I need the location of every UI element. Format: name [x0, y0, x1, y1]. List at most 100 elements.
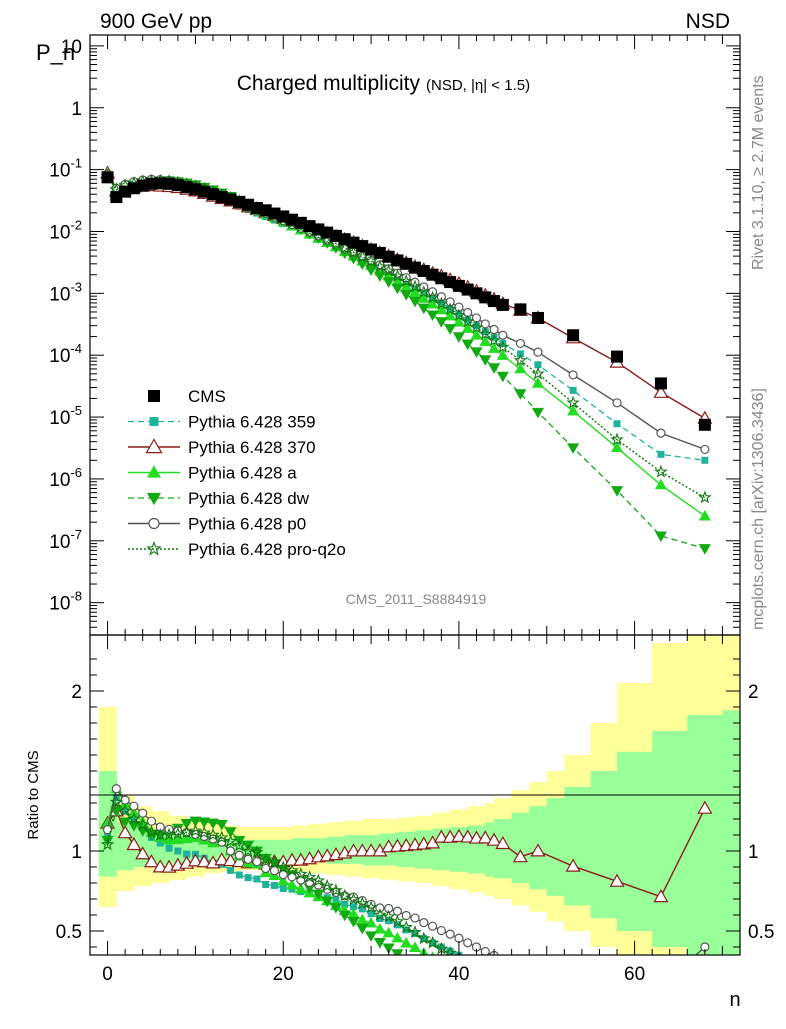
main-point-p359-51	[701, 456, 709, 464]
ratio-point-proq2o-18	[258, 852, 273, 866]
main-ytick-label: 10-3	[49, 279, 82, 305]
main-point-p0-50	[656, 428, 666, 438]
main-point-dw-31	[373, 271, 386, 282]
main-point-dw-36	[417, 303, 430, 315]
legend-marker-proq2o	[146, 540, 162, 556]
main-point-a-51	[698, 509, 711, 521]
axes-ticks: 10 1 10-1 10-2 10-3 10-4 10-5 10-6 10-7 10-8 0 20 40…	[49, 35, 774, 985]
ratio-point-p359-42	[473, 960, 479, 966]
main-point-p0-48	[568, 370, 578, 380]
main-point-proq2o-46	[513, 353, 528, 367]
ratio-point-p359-7	[165, 844, 173, 852]
ratio-ytick-label-right: 0.5	[748, 922, 774, 943]
ratio-point-dw-28	[347, 916, 360, 928]
ratio-point-p359-35	[411, 929, 419, 937]
ratio-point-dw-47	[533, 1002, 543, 1011]
cms-point-47	[531, 311, 544, 324]
legend-label-p359: Pythia 6.428 359	[188, 413, 316, 432]
ratio-point-proq2o-14	[223, 834, 238, 848]
ratio-point-proq2o-35	[408, 925, 422, 938]
main-point-p0-46	[515, 338, 526, 349]
ratio-point-proq2o-15	[232, 838, 247, 852]
ratio-band-green-bin-24	[511, 812, 530, 883]
main-point-proq2o-47	[531, 366, 545, 380]
ratio-point-p359-51	[702, 965, 708, 971]
ratio-point-p370-3	[126, 836, 142, 851]
ratio-point-proq2o-22	[294, 867, 308, 880]
main-point-a-36	[417, 292, 430, 303]
main-point-dw-49	[610, 486, 624, 497]
ratio-point-p359-19	[270, 881, 278, 889]
ratio-point-dw-13	[215, 819, 228, 831]
ratio-point-proq2o-16	[241, 843, 255, 857]
ratio-point-dw-44	[489, 994, 499, 1003]
ratio-point-proq2o-1	[109, 795, 124, 808]
ratio-band-green-bin-28	[590, 771, 618, 919]
main-point-proq2o-31	[373, 259, 387, 273]
main-point-a-45	[496, 349, 509, 360]
ratio-point-dw-50	[656, 1007, 666, 1016]
main-point-proq2o-39	[443, 302, 457, 316]
ratio-point-a-49	[612, 1001, 622, 1010]
ratio-point-dw-35	[410, 961, 420, 970]
ratio-point-p0-20	[278, 870, 288, 880]
main-point-p0-44	[489, 324, 499, 335]
ratio-point-dw-32	[382, 943, 395, 955]
main-point-p359-49	[613, 420, 621, 428]
cms-point-51	[698, 418, 711, 431]
x-tick-label: 40	[448, 964, 469, 985]
ratio-point-dw-37	[428, 971, 438, 980]
ratio-point-proq2o-21	[285, 863, 299, 877]
ratio-point-p0-49	[613, 978, 621, 986]
ratio-point-p370-40	[451, 828, 467, 842]
legend-label-cms: CMS	[188, 387, 226, 406]
ratio-point-proq2o-13	[214, 830, 229, 844]
main-point-proq2o-43	[478, 326, 493, 340]
ratio-point-dw-27	[338, 910, 351, 922]
header-right: NSD	[686, 10, 730, 33]
main-ytick-label: 10-7	[49, 527, 82, 553]
ratio-point-p0-3	[129, 801, 139, 811]
ratio-band-green-bin-32	[722, 710, 740, 955]
main-point-proq2o-34	[399, 274, 413, 287]
main-point-dw-34	[400, 290, 413, 301]
main-point-a-41	[461, 322, 474, 333]
ratio-point-p0-37	[427, 921, 438, 931]
ratio-point-p370-13	[214, 852, 230, 866]
main-point-a-38	[435, 303, 448, 315]
x-tick-label: 0	[102, 964, 113, 985]
ratio-point-dw-45	[498, 996, 508, 1005]
ratio-point-p370-48	[565, 858, 581, 872]
legend-marker-cms	[148, 390, 160, 402]
ratio-point-p0-50	[657, 982, 665, 990]
legend: CMS Pythia 6.428 359 Pythia 6.428 370 Pythi…	[128, 387, 346, 559]
legend-label-p370: Pythia 6.428 370	[188, 438, 316, 457]
ratio-point-proq2o-48	[568, 993, 578, 1003]
main-series-layer	[100, 165, 713, 555]
ratio-point-proq2o-8	[171, 826, 185, 840]
main-point-dw-47	[531, 407, 545, 419]
ratio-point-a-38	[436, 957, 446, 966]
ratio-point-proq2o-3	[127, 811, 141, 825]
header-left: 900 GeV pp	[100, 10, 212, 33]
ratio-band-green-bin-22	[485, 822, 495, 877]
ratio-point-proq2o-0	[100, 837, 115, 851]
x-tick-label: 20	[273, 964, 294, 985]
ratio-point-dw-25	[321, 896, 334, 908]
ratio-point-dw-48	[568, 1005, 578, 1014]
main-point-dw-44	[488, 363, 501, 374]
ratio-point-a-33	[391, 931, 404, 943]
ratio-point-proq2o-45	[498, 972, 509, 982]
main-ytick-label: 10-5	[49, 403, 82, 429]
cms-point-0	[101, 171, 114, 184]
ratio-point-a-7	[163, 833, 176, 845]
main-point-dw-48	[567, 443, 580, 454]
ratio-point-p0-38	[436, 925, 446, 936]
main-point-dw-32	[382, 277, 395, 288]
ratio-point-p370-47	[530, 843, 546, 857]
cms-point-49	[611, 350, 624, 363]
ratio-point-a-32	[382, 926, 395, 938]
ratio-ytick-label-left: 2	[71, 682, 82, 703]
main-point-a-46	[514, 362, 527, 374]
